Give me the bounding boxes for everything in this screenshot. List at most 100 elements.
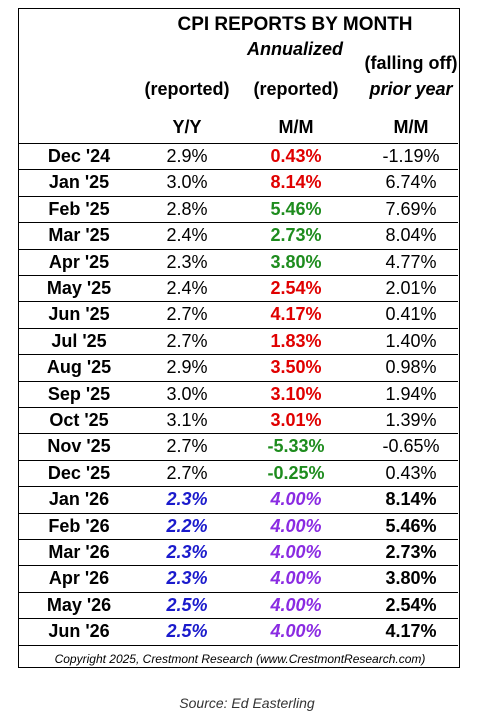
table-cell: 4.17% bbox=[385, 621, 437, 642]
table-row: Dec '24 2.9% 0.43% -1.19% bbox=[19, 143, 458, 169]
table-cell: 2.7% bbox=[166, 462, 208, 483]
table-cell: 2.3% bbox=[166, 542, 208, 562]
row-label: Jun '25 bbox=[48, 304, 110, 325]
row-label: Jan '25 bbox=[48, 172, 110, 193]
row-label: Dec '25 bbox=[47, 462, 111, 483]
table-cell: 8.04% bbox=[385, 225, 437, 246]
table-row: Sep '25 3.0% 3.10% 1.94% bbox=[19, 380, 458, 407]
table-cell: 4.00% bbox=[270, 515, 322, 536]
table-cell: 4.00% bbox=[270, 594, 322, 615]
table-row: Apr '25 2.3% 3.80% 4.77% bbox=[19, 248, 458, 275]
table-cell: 3.80% bbox=[270, 251, 322, 272]
table-cell: 2.54% bbox=[385, 594, 437, 615]
table-row: Dec '25 2.7% -0.25% 0.43% bbox=[19, 459, 458, 486]
table-cell: 6.74% bbox=[385, 172, 437, 193]
row-label: Dec '24 bbox=[47, 146, 111, 166]
table-cell: 5.46% bbox=[270, 198, 322, 219]
table-cell: 4.77% bbox=[385, 251, 437, 272]
source-note: Source: Ed Easterling bbox=[179, 695, 315, 711]
table-row: Feb '25 2.8% 5.46% 7.69% bbox=[19, 195, 458, 222]
column-header: (reported) bbox=[144, 79, 230, 99]
table-row: May '25 2.4% 2.54% 2.01% bbox=[19, 275, 458, 301]
table-row: May '26 2.5% 4.00% 2.54% bbox=[19, 591, 458, 618]
table-cell: 3.01% bbox=[270, 410, 322, 430]
table-cell: 2.3% bbox=[166, 568, 208, 589]
table-cell: 1.40% bbox=[385, 330, 437, 351]
table-row: Jun '26 2.5% 4.00% 4.17% bbox=[19, 618, 458, 644]
row-label: Apr '25 bbox=[48, 251, 110, 272]
table-cell: 3.0% bbox=[166, 172, 208, 193]
table-row: Jul '25 2.7% 1.83% 1.40% bbox=[19, 327, 458, 354]
table-cell: 3.1% bbox=[166, 410, 208, 430]
row-label: Aug '25 bbox=[46, 357, 112, 378]
table-cell: -0.25% bbox=[267, 462, 325, 483]
column-header: prior year bbox=[369, 79, 453, 99]
table-cell: 2.5% bbox=[166, 594, 208, 615]
table-cell: 2.5% bbox=[166, 621, 208, 642]
table-rule bbox=[19, 644, 458, 646]
table-row: Jun '25 2.7% 4.17% 0.41% bbox=[19, 301, 458, 327]
table-cell: 2.54% bbox=[270, 278, 322, 298]
column-header: (reported) bbox=[253, 79, 339, 99]
row-label: Mar '25 bbox=[48, 225, 110, 246]
table-cell: 1.39% bbox=[385, 410, 437, 430]
column-header: M/M bbox=[278, 117, 314, 137]
table-cell: 4.17% bbox=[270, 304, 322, 325]
table-cell: 8.14% bbox=[385, 489, 437, 510]
table-cell: 4.00% bbox=[270, 568, 322, 589]
table-row: Apr '26 2.3% 4.00% 3.80% bbox=[19, 565, 458, 591]
table-cell: 4.00% bbox=[270, 542, 322, 562]
table-cell: 2.2% bbox=[166, 515, 208, 536]
table-cell: 2.73% bbox=[385, 542, 437, 562]
table-cell: 8.14% bbox=[270, 172, 322, 193]
copyright: Copyright 2025, Crestmont Research (www.… bbox=[54, 652, 426, 666]
table-cell: 3.0% bbox=[166, 383, 208, 404]
table-cell: 4.00% bbox=[270, 489, 322, 510]
table-row: Jan '26 2.3% 4.00% 8.14% bbox=[19, 486, 458, 512]
table-frame: CPI REPORTS BY MONTH Annualized Dec '24 2… bbox=[18, 8, 460, 668]
table-cell: 3.50% bbox=[270, 357, 322, 378]
table-subtitle: Annualized bbox=[246, 39, 343, 59]
table-cell: 0.43% bbox=[385, 462, 437, 483]
table-cell: 3.80% bbox=[385, 568, 437, 589]
table-cell: 2.8% bbox=[166, 198, 208, 219]
table-cell: 0.98% bbox=[385, 357, 437, 378]
table-cell: -5.33% bbox=[267, 436, 325, 457]
table-cell: 2.7% bbox=[166, 304, 208, 325]
table-row: Mar '26 2.3% 4.00% 2.73% bbox=[19, 539, 458, 565]
table-cell: 1.83% bbox=[270, 330, 322, 351]
table-cell: 2.7% bbox=[166, 436, 208, 457]
column-header: Y/Y bbox=[172, 117, 202, 137]
table-cell: 0.41% bbox=[385, 304, 437, 325]
row-label: Sep '25 bbox=[47, 383, 111, 404]
table-cell: 3.10% bbox=[270, 383, 322, 404]
row-label: Jul '25 bbox=[51, 330, 107, 351]
table-row: Mar '25 2.4% 2.73% 8.04% bbox=[19, 222, 458, 248]
table-cell: 4.00% bbox=[270, 621, 322, 642]
row-label: Feb '26 bbox=[48, 515, 110, 536]
table-cell: 2.4% bbox=[166, 278, 208, 298]
table-cell: -1.19% bbox=[382, 146, 440, 166]
table-cell: -0.65% bbox=[382, 436, 440, 457]
table-cell: 0.43% bbox=[270, 146, 322, 166]
table-cell: 1.94% bbox=[385, 383, 437, 404]
table-row: Aug '25 2.9% 3.50% 0.98% bbox=[19, 354, 458, 380]
table-cell: 2.3% bbox=[166, 251, 208, 272]
row-label: May '26 bbox=[46, 594, 112, 615]
table-row: Oct '25 3.1% 3.01% 1.39% bbox=[19, 407, 458, 433]
table-cell: 2.9% bbox=[166, 357, 208, 378]
table-cell: 2.4% bbox=[166, 225, 208, 246]
table-cell: 2.73% bbox=[270, 225, 322, 246]
row-label: Jan '26 bbox=[48, 489, 110, 510]
row-label: Apr '26 bbox=[48, 568, 110, 589]
row-label: May '25 bbox=[46, 278, 112, 298]
row-label: Oct '25 bbox=[49, 410, 109, 430]
row-label: Nov '25 bbox=[47, 436, 111, 457]
column-header: (falling off) bbox=[364, 53, 458, 73]
row-label: Mar '26 bbox=[48, 542, 110, 562]
table-cell: 7.69% bbox=[385, 198, 437, 219]
table-row: Nov '25 2.7% -5.33% -0.65% bbox=[19, 433, 458, 459]
table-cell: 5.46% bbox=[385, 515, 437, 536]
row-label: Jun '26 bbox=[48, 621, 110, 642]
